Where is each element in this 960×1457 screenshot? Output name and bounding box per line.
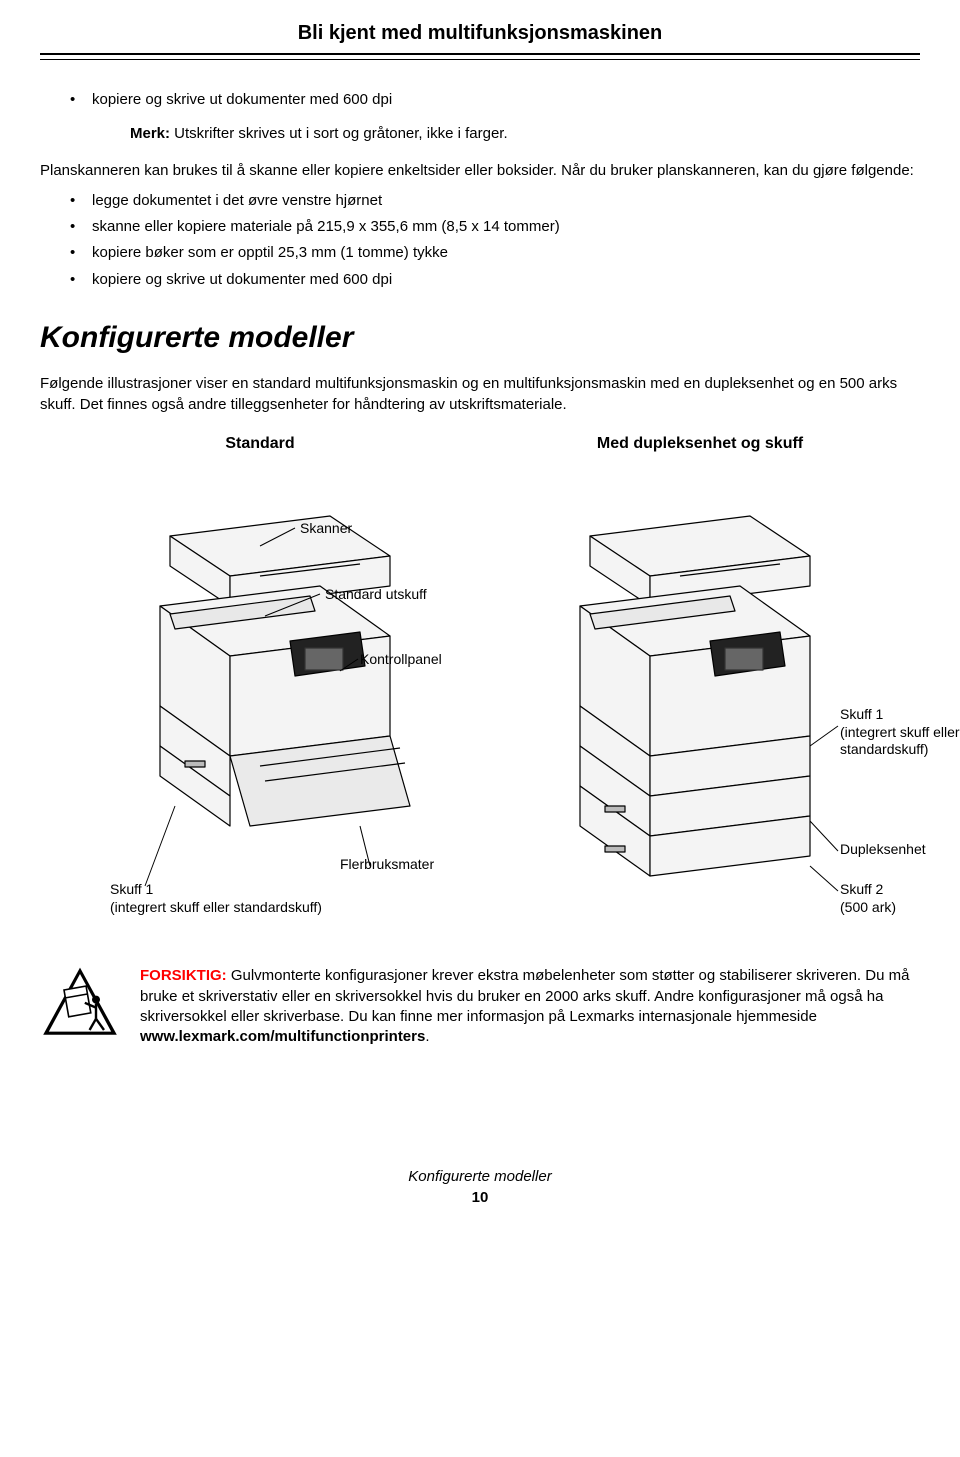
page-header-title: Bli kjent med multifunksjonsmaskinen (40, 20, 920, 55)
callout-skuff1-right-l2: (integrert skuff eller (840, 724, 960, 740)
header-rule (40, 59, 920, 60)
caution-prefix: FORSIKTIG: (140, 967, 227, 984)
callout-skuff1-right: Skuff 1 (integrert skuff eller standards… (840, 706, 960, 759)
caution-tipping-icon (40, 966, 120, 1044)
caution-text: FORSIKTIG: Gulvmonterte konfigurasjoner … (140, 966, 920, 1047)
bullet-item: kopiere og skrive ut dokumenter med 600 … (70, 270, 920, 290)
diagram-area: Skanner Standard utskuff Kontrollpanel S… (40, 466, 920, 936)
footer-label: Konfigurerte modeller (40, 1167, 920, 1187)
bullet-list-2: legge dokumentet i det øvre venstre hjør… (40, 191, 920, 290)
caution-row: FORSIKTIG: Gulvmonterte konfigurasjoner … (40, 966, 920, 1047)
col-label-duplex: Med dupleksenhet og skuff (480, 433, 920, 455)
body-paragraph-models: Følgende illustrasjoner viser en standar… (40, 374, 920, 415)
section-heading-models: Konfigurerte modeller (40, 318, 920, 359)
callout-skuff1-left: Skuff 1 (integrert skuff eller standards… (110, 881, 322, 916)
bullet-item: skanne eller kopiere materiale på 215,9 … (70, 217, 920, 237)
callout-kontrollpanel: Kontrollpanel (360, 651, 442, 669)
callout-skuff2-l2: (500 ark) (840, 899, 896, 915)
caution-period: . (425, 1028, 429, 1045)
caution-body: Gulvmonterte konfigurasjoner krever ekst… (140, 967, 909, 1025)
callout-skuff2-l1: Skuff 2 (840, 881, 883, 897)
bullet-item: kopiere bøker som er opptil 25,3 mm (1 t… (70, 243, 920, 263)
footer-page-number: 10 (40, 1188, 920, 1208)
callout-standard-utskuff: Standard utskuff (325, 586, 427, 604)
bullet-item: kopiere og skrive ut dokumenter med 600 … (70, 90, 920, 110)
body-paragraph-1: Planskanneren kan brukes til å skanne el… (40, 161, 920, 181)
page-footer: Konfigurerte modeller 10 (40, 1167, 920, 1208)
callout-skuff1-left-l1: Skuff 1 (110, 881, 153, 897)
callout-skuff1-right-l3: standardskuff) (840, 741, 928, 757)
callout-flerbruksmater: Flerbruksmater (340, 856, 434, 874)
bullet-item: legge dokumentet i det øvre venstre hjør… (70, 191, 920, 211)
printer-standard-svg (110, 506, 430, 866)
note-bold-label: Merk: (130, 125, 170, 142)
callout-skuff1-left-l2: (integrert skuff eller standardskuff) (110, 899, 322, 915)
printer-duplex-svg (530, 506, 850, 926)
printer-standard (110, 506, 430, 872)
callout-skanner: Skanner (300, 520, 352, 538)
callout-skuff1-right-l1: Skuff 1 (840, 706, 883, 722)
caution-url: www.lexmark.com/multifunctionprinters (140, 1028, 425, 1045)
callout-dupleksenhet: Dupleksenhet (840, 841, 926, 859)
note-block: Merk: Utskrifter skrives ut i sort og gr… (130, 124, 920, 144)
diagram-column-labels: Standard Med dupleksenhet og skuff (40, 433, 920, 455)
col-label-standard: Standard (40, 433, 480, 455)
callout-skuff2: Skuff 2 (500 ark) (840, 881, 896, 916)
note-text: Utskrifter skrives ut i sort og gråtoner… (170, 125, 508, 142)
printer-duplex (530, 506, 850, 932)
bullet-list-1: kopiere og skrive ut dokumenter med 600 … (40, 90, 920, 110)
